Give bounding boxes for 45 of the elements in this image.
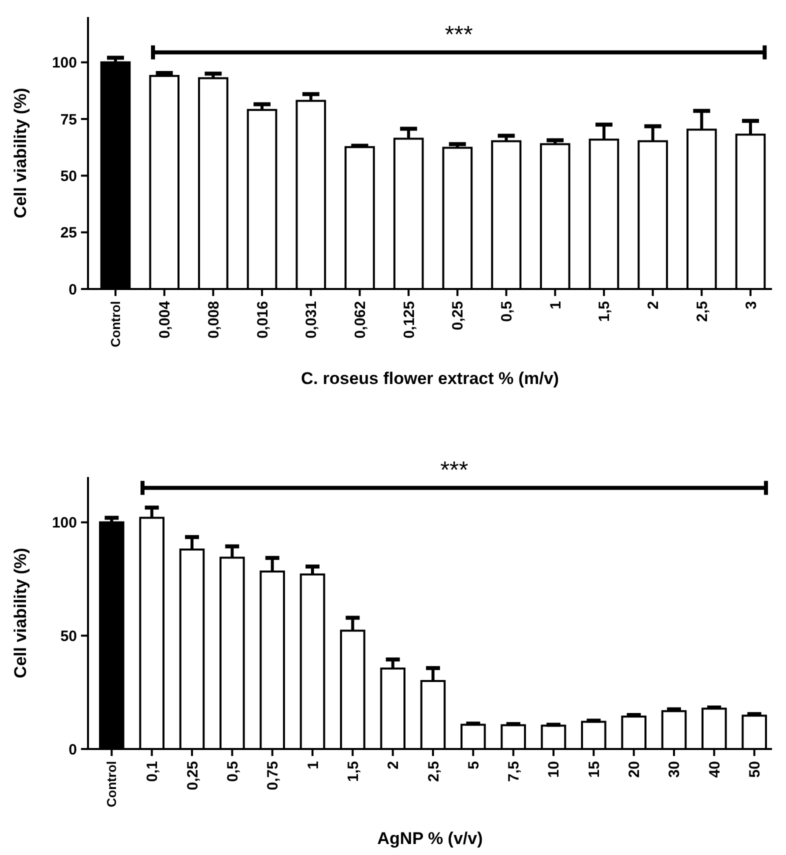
x-tick-label: Control	[108, 301, 124, 348]
x-tick-label: 0,008	[205, 301, 222, 339]
x-tick-label: 2,5	[425, 761, 442, 782]
x-tick-label: 0,1	[144, 761, 162, 782]
x-tick-label: 0,004	[156, 300, 174, 339]
x-tick-label: 0,25	[184, 761, 202, 790]
x-tick-label: 40	[706, 761, 724, 778]
x-tick-label: 0,016	[254, 301, 272, 339]
x-tick-label: 20	[626, 761, 644, 778]
x-axis-title: C. roseus flower extract % (m/v)	[301, 369, 559, 388]
x-tick-label: 2	[385, 761, 402, 770]
y-tick-label: 0	[68, 741, 77, 758]
y-axis-title: Cell viability (%)	[11, 548, 30, 678]
x-tick-label: 0,5	[498, 301, 516, 322]
x-tick-label: 0,125	[400, 301, 418, 339]
x-tick-label: 7,5	[506, 761, 523, 782]
x-tick-label: 0,031	[303, 301, 320, 339]
x-tick-label: 5	[465, 761, 482, 770]
y-axis-title: Cell viability (%)	[11, 88, 30, 218]
annotation: ***	[440, 456, 468, 484]
y-tick-label: 50	[60, 628, 77, 645]
x-tick-label: 15	[586, 761, 603, 778]
y-tick-label: 0	[68, 281, 77, 298]
x-tick-label: 1,5	[344, 761, 362, 782]
x-tick-label: 1	[547, 301, 564, 310]
x-tick-label: 2	[645, 301, 662, 310]
x-tick-label: 3	[742, 301, 760, 310]
x-tick-label: Control	[104, 761, 120, 808]
y-tick-label: 50	[60, 168, 77, 185]
y-tick-label: 100	[52, 54, 77, 72]
x-tick-label: 2,5	[694, 301, 711, 322]
x-axis-title: AgNP % (v/v)	[377, 829, 483, 848]
y-tick-label: 25	[60, 224, 77, 242]
annotation: ***	[444, 21, 473, 48]
x-tick-label: 0,062	[352, 301, 369, 339]
x-tick-label: 50	[746, 761, 764, 778]
x-tick-label: 0,75	[264, 761, 282, 790]
x-tick-label: 1,5	[596, 301, 614, 322]
x-tick-label: 30	[666, 761, 684, 778]
y-tick-label: 100	[52, 514, 77, 532]
y-tick-label: 75	[60, 111, 77, 128]
x-tick-label: 1	[304, 761, 322, 770]
x-tick-label: 0,25	[450, 301, 467, 330]
x-tick-label: 10	[546, 761, 563, 778]
x-tick-label: 0,5	[224, 761, 242, 782]
